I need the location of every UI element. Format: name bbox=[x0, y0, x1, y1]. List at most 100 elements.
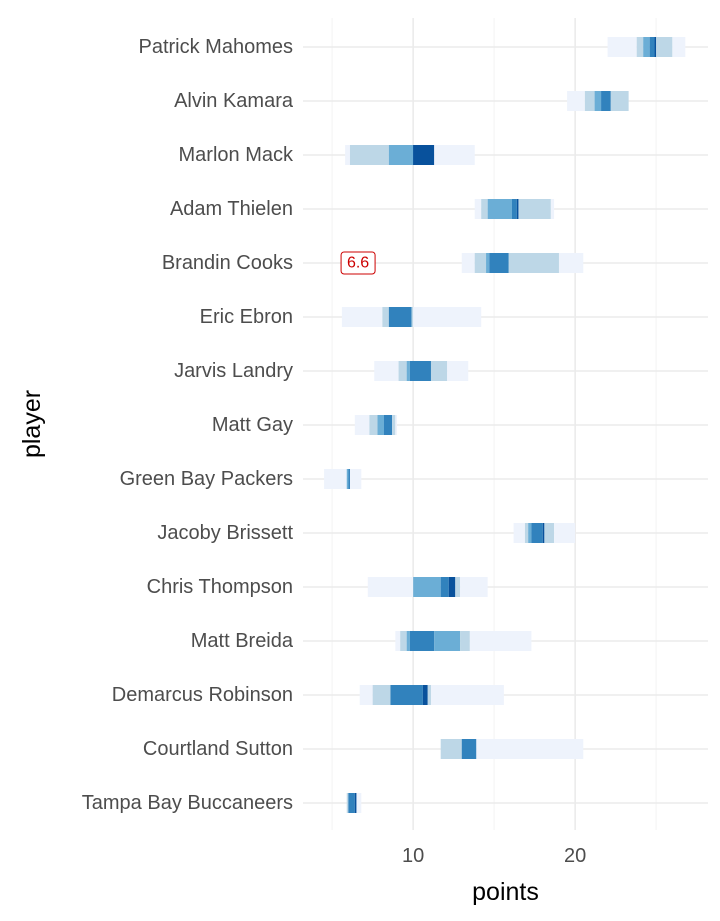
band-segment bbox=[369, 415, 378, 435]
band-segment bbox=[349, 145, 389, 165]
band-segment bbox=[542, 523, 545, 543]
player-label: Brandin Cooks bbox=[162, 252, 293, 274]
band-segment bbox=[594, 91, 602, 111]
band-segment bbox=[413, 577, 441, 597]
band-segment bbox=[390, 685, 423, 705]
band-segment bbox=[392, 415, 396, 435]
band-segment bbox=[474, 253, 487, 273]
player-bands bbox=[607, 37, 686, 57]
band-segment bbox=[508, 253, 559, 273]
band-segment bbox=[460, 631, 470, 651]
band-segment bbox=[384, 415, 393, 435]
band-segment bbox=[601, 91, 611, 111]
band-segment bbox=[324, 469, 347, 489]
annotation-label: 6.6 bbox=[347, 255, 369, 272]
player-label: Adam Thielen bbox=[170, 198, 293, 220]
band-segment bbox=[440, 739, 462, 759]
band-segment bbox=[448, 577, 456, 597]
band-segment bbox=[455, 577, 461, 597]
band-segment bbox=[411, 307, 414, 327]
band-segment bbox=[550, 199, 555, 219]
band-segment bbox=[567, 91, 585, 111]
player-label: Courtland Sutton bbox=[143, 738, 293, 760]
band-segment bbox=[354, 415, 370, 435]
band-segment bbox=[367, 577, 414, 597]
band-segment bbox=[430, 361, 448, 381]
player-label: Jarvis Landry bbox=[174, 360, 293, 382]
player-label: Jacoby Brissett bbox=[157, 522, 293, 544]
band-segment bbox=[400, 631, 407, 651]
player-labels: Patrick Mahomes Alvin Kamara Marlon Mack Ad… bbox=[82, 36, 294, 814]
band-segment bbox=[409, 631, 425, 651]
band-segment bbox=[430, 685, 504, 705]
band-segment bbox=[434, 631, 461, 651]
band-segment bbox=[511, 199, 517, 219]
band-segment bbox=[610, 91, 629, 111]
player-bands bbox=[345, 145, 475, 165]
player-label: Tampa Bay Buccaneers bbox=[82, 792, 293, 814]
band-segment bbox=[382, 307, 389, 327]
band-segment bbox=[377, 415, 384, 435]
x-axis-title: points bbox=[472, 878, 539, 906]
band-segment bbox=[398, 361, 407, 381]
band-segment bbox=[518, 199, 551, 219]
player-bands bbox=[324, 469, 362, 489]
y-axis-title: player bbox=[18, 390, 46, 458]
band-segment bbox=[354, 793, 357, 813]
band-segment bbox=[395, 415, 397, 435]
band-segment bbox=[649, 37, 655, 57]
bands bbox=[324, 37, 686, 813]
annotation: 6.6 bbox=[340, 251, 376, 275]
band-segment bbox=[607, 37, 637, 57]
band-segment bbox=[461, 253, 475, 273]
band-segment bbox=[348, 793, 355, 813]
band-segment bbox=[345, 145, 350, 165]
band-segment bbox=[516, 199, 519, 219]
band-segment bbox=[481, 199, 488, 219]
band-segment bbox=[524, 523, 529, 543]
player-bands bbox=[367, 577, 488, 597]
band-segment bbox=[474, 199, 482, 219]
band-segment bbox=[486, 253, 490, 273]
band-segment bbox=[341, 307, 383, 327]
band-segment bbox=[544, 523, 555, 543]
player-label: Matt Breida bbox=[191, 630, 294, 652]
band-segment bbox=[409, 361, 431, 381]
band-segment bbox=[656, 37, 673, 57]
player-label: Green Bay Packers bbox=[120, 468, 293, 490]
band-segment bbox=[374, 361, 399, 381]
band-segment bbox=[395, 631, 401, 651]
band-segment bbox=[643, 37, 650, 57]
band-segment bbox=[348, 469, 350, 489]
player-bands bbox=[474, 199, 555, 219]
band-segment bbox=[654, 37, 657, 57]
x-tick-labels: 10 20 bbox=[402, 845, 586, 867]
band-segment bbox=[447, 361, 469, 381]
band-segment bbox=[440, 577, 449, 597]
band-segment bbox=[427, 685, 431, 705]
band-segment bbox=[528, 523, 532, 543]
band-segment bbox=[388, 145, 415, 165]
band-segment bbox=[356, 793, 362, 813]
band-segment bbox=[388, 307, 412, 327]
band-segment bbox=[554, 523, 576, 543]
player-label: Eric Ebron bbox=[200, 306, 293, 328]
band-segment bbox=[349, 469, 362, 489]
band-segment bbox=[476, 739, 584, 759]
player-bands bbox=[513, 523, 576, 543]
band-segment bbox=[469, 631, 532, 651]
annotation-box bbox=[340, 251, 376, 275]
band-segment bbox=[531, 523, 543, 543]
player-bands bbox=[346, 793, 362, 813]
player-label: Patrick Mahomes bbox=[139, 36, 294, 58]
band-segment bbox=[406, 631, 410, 651]
band-segment bbox=[558, 253, 584, 273]
x-tick-label: 10 bbox=[402, 845, 424, 867]
band-segment bbox=[513, 523, 525, 543]
band-segment bbox=[346, 793, 349, 813]
player-bands bbox=[395, 631, 532, 651]
band-segment bbox=[672, 37, 686, 57]
player-bands bbox=[374, 361, 469, 381]
band-segment bbox=[489, 253, 509, 273]
